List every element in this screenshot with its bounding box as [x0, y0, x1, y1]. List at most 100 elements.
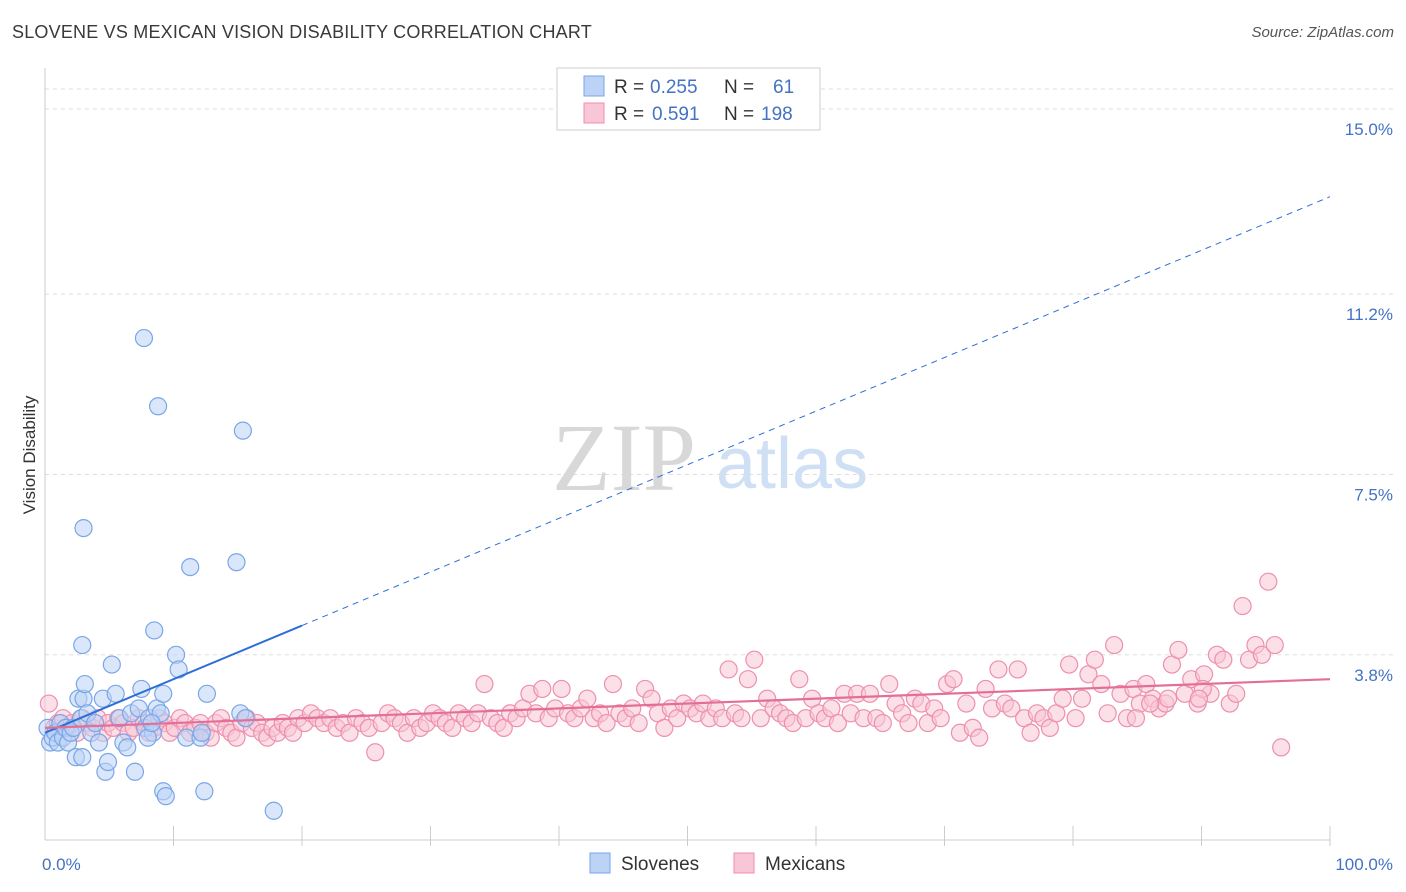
slovene-point	[233, 421, 252, 440]
slovene-point	[154, 684, 173, 703]
mexican-point	[533, 679, 552, 699]
series-slovenes-points	[38, 328, 283, 820]
x-tick-label-max: 100.0%	[1335, 855, 1393, 874]
mexican-point	[552, 679, 571, 699]
slovene-point	[148, 397, 168, 416]
mexican-point	[1272, 738, 1291, 757]
mexican-point	[1126, 709, 1146, 728]
mexican-point	[1053, 689, 1072, 708]
y-tick-label: 7.5%	[1354, 485, 1393, 504]
mexican-point	[751, 709, 770, 728]
mexican-point	[475, 674, 494, 694]
mexican-point	[957, 694, 976, 713]
slovene-point	[134, 328, 154, 348]
slovene-point	[73, 748, 92, 767]
mexican-point	[989, 660, 1008, 679]
mexican-point	[970, 728, 989, 747]
legend-swatch-slovenes	[583, 75, 605, 97]
mexican-point	[1140, 694, 1160, 713]
bottom-legend-label-mexicans: Mexicans	[765, 854, 845, 875]
slovene-point	[195, 782, 214, 801]
x-tick-label-min: 0.0%	[42, 855, 81, 874]
mexican-point	[790, 670, 809, 689]
slovene-point	[118, 738, 137, 757]
legend-r-value-1: 0.255	[650, 77, 698, 98]
mexican-point	[629, 713, 648, 733]
legend-r-label-1: R =	[614, 77, 644, 98]
y-tick-label: 3.8%	[1354, 666, 1393, 685]
mexican-point	[1092, 674, 1111, 694]
slovene-point	[192, 723, 211, 742]
mexican-point	[1066, 709, 1085, 728]
slovene-point	[98, 752, 118, 772]
mexican-point	[1002, 699, 1021, 718]
top-legend: R = 0.255 N = 61 R = 0.591 N = 198	[556, 67, 821, 131]
legend-n-label-1: N =	[724, 77, 754, 98]
mexican-point	[873, 713, 892, 733]
bottom-legend-swatch-slovenes	[589, 852, 611, 874]
mexican-point	[1008, 660, 1027, 679]
mexican-point	[944, 670, 963, 689]
mexican-point	[1060, 655, 1079, 674]
slovene-point	[89, 733, 109, 752]
mexican-point	[655, 718, 674, 738]
grid-layer	[45, 88, 1395, 656]
mexican-point	[1233, 596, 1252, 616]
mexican-point	[603, 674, 623, 694]
slovenes-trend-extension	[301, 196, 1331, 627]
mexican-point	[976, 679, 995, 699]
mexican-point	[931, 709, 950, 728]
y-axis-title: Vision Disability	[20, 395, 39, 514]
mexican-point	[1021, 723, 1040, 742]
mexican-point	[732, 709, 751, 728]
mexican-point	[1158, 689, 1178, 708]
y-tick-label: 15.0%	[1345, 120, 1393, 139]
mexicans-trend-line	[44, 678, 1331, 730]
legend-n-value-1: 61	[773, 77, 794, 98]
mexican-point	[366, 743, 385, 762]
slovene-point	[264, 801, 283, 820]
mexican-point	[828, 713, 847, 733]
slovene-point	[181, 557, 200, 577]
mexican-point	[1105, 635, 1124, 655]
watermark-atlas: atlas	[716, 424, 868, 504]
chart-title: SLOVENE VS MEXICAN VISION DISABILITY COR…	[12, 22, 592, 42]
axes-layer	[44, 68, 1331, 846]
mexican-point	[1265, 635, 1284, 655]
mexican-point	[1085, 650, 1104, 669]
slovene-point	[156, 787, 175, 806]
mexican-point	[745, 650, 764, 669]
mexican-point	[860, 684, 880, 703]
slovene-point	[86, 713, 105, 733]
mexican-point	[719, 660, 738, 679]
slovene-point	[197, 684, 217, 703]
mexican-point	[1214, 650, 1233, 669]
watermark-zip: ZIP	[552, 404, 696, 511]
slovene-point	[73, 635, 92, 655]
legend-r-label-2: R =	[614, 104, 644, 125]
bottom-legend: Slovenes Mexicans	[589, 852, 845, 875]
legend-r-value-2: 0.591	[652, 104, 700, 125]
mexican-point	[1072, 689, 1092, 708]
labels-layer: 3.8% 7.5% 11.2% 15.0% 0.0% 100.0% Vision Disab…	[20, 120, 1393, 874]
slovene-point	[75, 674, 94, 694]
mexican-point	[1259, 572, 1278, 591]
slovene-point	[227, 553, 246, 572]
slovene-point	[125, 762, 145, 781]
slovenes-trend-line	[44, 624, 303, 734]
series-mexicans-points	[39, 572, 1291, 762]
mexican-point	[578, 689, 597, 708]
slovene-point	[236, 709, 255, 728]
mexican-point	[1189, 689, 1209, 708]
bottom-legend-swatch-mexicans	[733, 852, 755, 874]
mexican-point	[1098, 704, 1117, 723]
slovene-point	[102, 655, 121, 674]
watermark: ZIP atlas	[552, 404, 868, 511]
mexican-point	[899, 713, 918, 733]
mexican-point	[1169, 640, 1188, 660]
mexican-point	[1227, 684, 1246, 703]
mexican-point	[880, 674, 899, 694]
mexican-point	[738, 670, 757, 689]
slovene-point	[74, 519, 93, 538]
mexican-point	[39, 694, 58, 713]
